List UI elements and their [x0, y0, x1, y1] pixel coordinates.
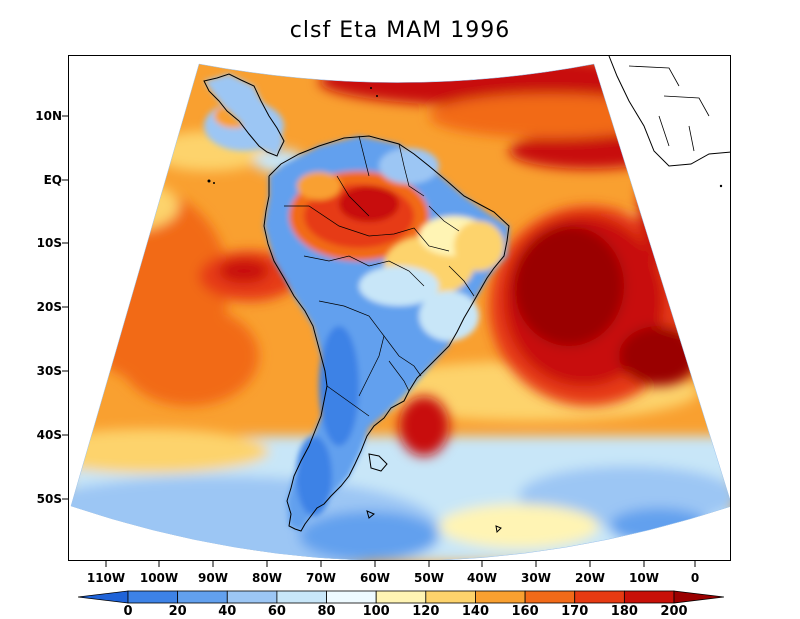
lat-label-40s: 40S [36, 428, 62, 442]
colorbar [78, 590, 724, 604]
lon-label-90w: 90W [198, 571, 228, 585]
precip-field [71, 64, 730, 560]
lat-tick-marks [62, 115, 68, 500]
lon-label-20w: 20W [575, 571, 605, 585]
colorbar-tick-label: 160 [511, 604, 539, 619]
central-america-field [204, 74, 284, 156]
colorbar-tick-label: 100 [362, 604, 390, 619]
colorbar-swatch [276, 590, 327, 604]
lon-label-60w: 60W [360, 571, 390, 585]
colorbar-swatch-above-max [673, 590, 724, 604]
lat-label-10n: 10N [35, 109, 62, 123]
lat-label-eq: EQ [43, 173, 62, 187]
colorbar-swatch [623, 590, 675, 604]
colorbar-tick-label: 60 [267, 604, 286, 619]
lat-label-20s: 20S [36, 300, 62, 314]
lon-label-80w: 80W [252, 571, 282, 585]
lon-label-50w: 50W [414, 571, 444, 585]
africa-borders [628, 65, 710, 152]
continent-field [204, 101, 509, 531]
country-borders [284, 135, 475, 417]
colorbar-tick-label: 20 [168, 604, 187, 619]
colorbar-swatch [127, 590, 179, 604]
lat-label-10s: 10S [36, 236, 62, 250]
lon-tick-marks [105, 561, 696, 567]
lat-label-50s: 50S [36, 492, 62, 506]
lon-label-70w: 70W [306, 571, 336, 585]
colorbar-swatch [475, 590, 526, 604]
colorbar-swatch [177, 590, 228, 604]
africa-coastline [608, 56, 730, 167]
map-canvas [70, 56, 730, 560]
lon-label-40w: 40W [467, 571, 497, 585]
lon-label-10w: 10W [629, 571, 659, 585]
colorbar-tick-label: 40 [218, 604, 237, 619]
colorbar-tick-label: 170 [561, 604, 589, 619]
colorbar-tick-label: 120 [412, 604, 440, 619]
lon-label-30w: 30W [521, 571, 551, 585]
colorbar-swatch [326, 590, 377, 604]
lon-label-0: 0 [690, 571, 700, 585]
colorbar-swatch [375, 590, 427, 604]
colorbar-tick-label: 200 [660, 604, 688, 619]
map-title: clsf Eta MAM 1996 [289, 18, 511, 43]
colorbar-swatch [226, 590, 278, 604]
colorbar-swatch [425, 590, 476, 604]
lon-label-110w: 110W [86, 571, 126, 585]
colorbar-tick-label: 140 [461, 604, 490, 619]
colorbar-swatch-below-min [78, 590, 129, 604]
map-panel [68, 55, 731, 561]
colorbar-swatch [574, 590, 625, 604]
colorbar-tick-label: 0 [123, 604, 133, 619]
colorbar-swatch [524, 590, 576, 604]
lat-label-30s: 30S [36, 364, 62, 378]
colorbar-tick-label: 180 [610, 604, 638, 619]
islands [207, 87, 723, 188]
colorbar-tick-label: 80 [317, 604, 336, 619]
coastlines [203, 73, 510, 534]
lon-label-100w: 100W [139, 571, 179, 585]
